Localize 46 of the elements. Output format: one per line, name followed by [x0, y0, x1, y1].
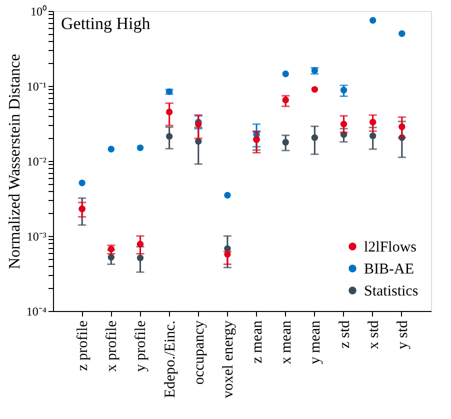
x-tick-label: y profile [133, 320, 150, 372]
x-tick-label: x std [366, 320, 382, 350]
y-axis-title: Normalized Wasserstein Distance [6, 54, 24, 270]
legend-label: BIB-AE [364, 262, 414, 278]
point [369, 17, 376, 24]
x-tick-label: y std [394, 320, 411, 350]
point [311, 86, 318, 93]
point [369, 118, 376, 126]
point [282, 96, 289, 104]
y-tick-label: 10⁻² [26, 154, 47, 168]
y-tick-label: 10⁻³ [26, 230, 47, 244]
point [136, 254, 144, 262]
x-tick-label: voxel energy [220, 320, 236, 398]
x-tick-label: Edepo./Einc. [162, 320, 178, 398]
point [311, 134, 318, 141]
point [369, 132, 376, 140]
point [78, 180, 86, 186]
annotation: Getting High [61, 14, 151, 33]
x-tick-label: y mean [308, 320, 324, 364]
point [136, 144, 144, 152]
x-tick-label: x mean [278, 320, 295, 364]
point [108, 254, 115, 261]
y-tick-label: 10⁻⁴ [26, 304, 46, 318]
point [398, 30, 406, 37]
point [340, 120, 348, 128]
legend-label: Statistics [364, 284, 418, 300]
y-tick-label: 10⁰ [30, 4, 46, 18]
point [166, 108, 173, 116]
point [224, 250, 231, 258]
point [398, 123, 406, 130]
point [282, 138, 289, 146]
x-tick-label: occupancy [191, 320, 208, 385]
point [224, 245, 231, 252]
point [340, 86, 348, 94]
point [136, 240, 144, 248]
point [166, 133, 173, 140]
x-tick-label: z std [336, 320, 353, 348]
point [224, 192, 231, 199]
y-tick-label: 10⁻¹ [26, 80, 47, 94]
legend-label: l2lFlows [364, 240, 417, 256]
point [108, 246, 115, 252]
x-tick-label: z mean [250, 320, 266, 364]
point [282, 70, 289, 78]
point [108, 146, 115, 152]
x-tick-label: x profile [104, 320, 120, 372]
x-tick-label: z profile [75, 320, 92, 371]
